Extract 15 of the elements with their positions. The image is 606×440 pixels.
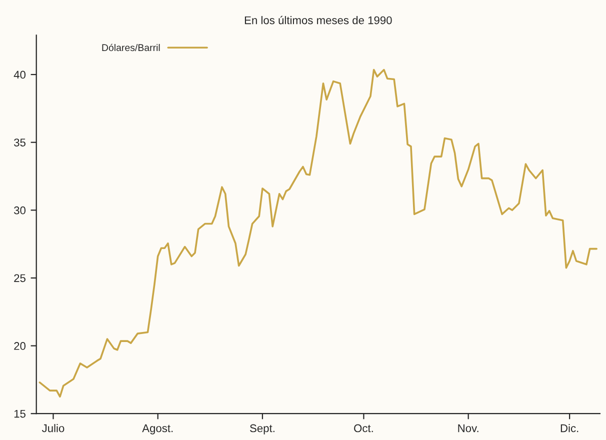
y-tick-label: 15: [14, 410, 26, 418]
x-tick-label: Oct.: [354, 424, 373, 432]
y-tick-label: 25: [14, 274, 26, 282]
x-tick-label: Agost.: [142, 424, 173, 434]
x-tick-label: Nov.: [458, 424, 478, 432]
x-tick-label: Dic.: [560, 424, 578, 432]
chart-subtitle: En los últimos meses de 1990: [244, 16, 392, 24]
y-tick-label: 20: [14, 342, 26, 350]
y-tick-label: 40: [14, 70, 26, 79]
legend-label: Dólares/Barril: [102, 44, 160, 52]
y-tick-label: 35: [14, 138, 26, 146]
x-tick-label: Sept.: [250, 424, 274, 434]
x-tick-label: Julio: [42, 424, 64, 432]
line-series: [38, 68, 598, 398]
y-tick-label: 30: [14, 206, 26, 214]
